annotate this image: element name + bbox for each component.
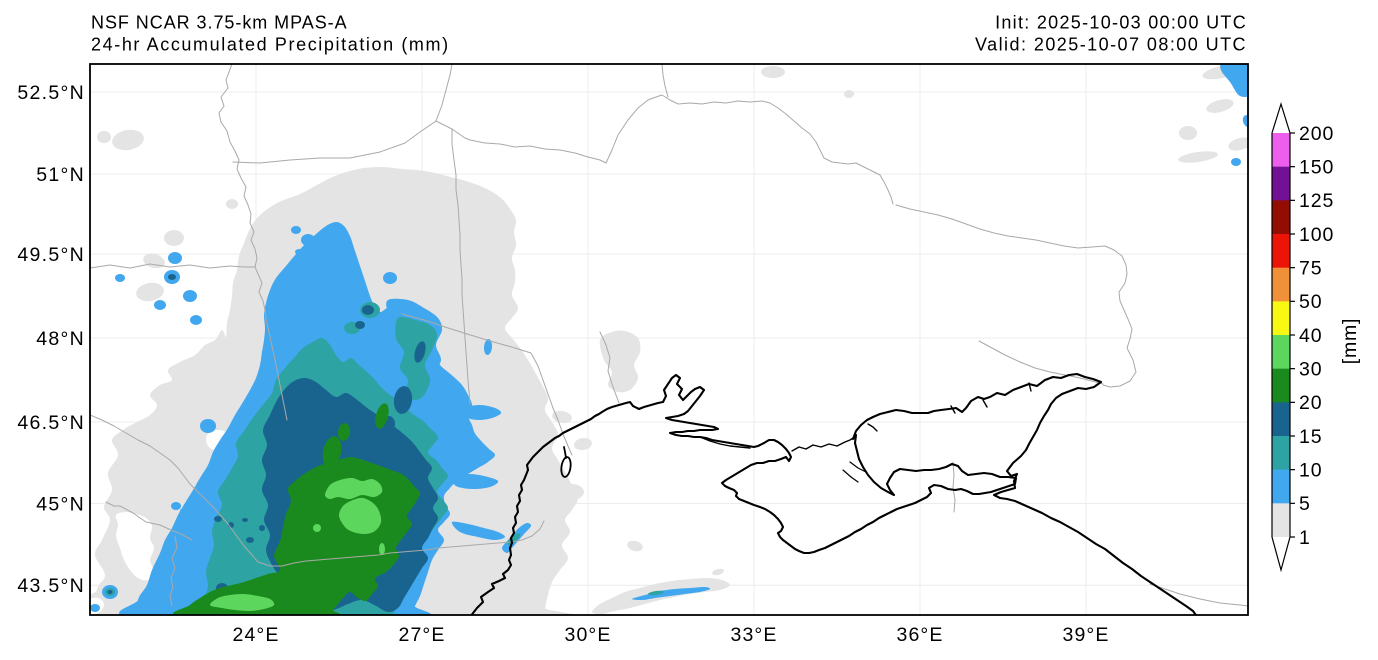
- svg-text:200: 200: [1299, 123, 1334, 145]
- svg-text:46.5°N: 46.5°N: [17, 412, 85, 434]
- svg-text:150: 150: [1299, 156, 1334, 178]
- svg-text:NSF NCAR 3.75-km MPAS-A: NSF NCAR 3.75-km MPAS-A: [91, 13, 348, 33]
- svg-text:51°N: 51°N: [36, 164, 85, 186]
- svg-text:49.5°N: 49.5°N: [17, 244, 85, 266]
- svg-text:10: 10: [1299, 459, 1323, 481]
- svg-text:30: 30: [1299, 358, 1323, 380]
- svg-text:100: 100: [1299, 224, 1334, 246]
- svg-text:24-hr Accumulated Precipitatio: 24-hr Accumulated Precipitation (mm): [91, 34, 450, 54]
- svg-text:48°N: 48°N: [36, 328, 85, 350]
- svg-text:43.5°N: 43.5°N: [17, 575, 85, 597]
- svg-text:33°E: 33°E: [731, 624, 778, 646]
- svg-text:125: 125: [1299, 190, 1334, 212]
- svg-text:20: 20: [1299, 392, 1323, 414]
- svg-text:45°N: 45°N: [36, 493, 85, 515]
- svg-text:[mm]: [mm]: [1339, 318, 1361, 365]
- svg-text:27°E: 27°E: [399, 624, 446, 646]
- svg-text:50: 50: [1299, 291, 1323, 313]
- svg-text:39°E: 39°E: [1063, 624, 1110, 646]
- svg-text:30°E: 30°E: [565, 624, 612, 646]
- svg-text:Init: 2025-10-03 00:00 UTC: Init: 2025-10-03 00:00 UTC: [995, 13, 1247, 33]
- svg-text:75: 75: [1299, 257, 1323, 279]
- svg-text:Valid: 2025-10-07 08:00 UTC: Valid: 2025-10-07 08:00 UTC: [975, 34, 1247, 54]
- svg-text:24°E: 24°E: [233, 624, 280, 646]
- svg-text:5: 5: [1299, 493, 1311, 515]
- svg-text:40: 40: [1299, 325, 1323, 347]
- svg-text:1: 1: [1299, 527, 1311, 549]
- svg-text:52.5°N: 52.5°N: [17, 82, 85, 104]
- svg-text:36°E: 36°E: [897, 624, 944, 646]
- svg-text:15: 15: [1299, 426, 1323, 448]
